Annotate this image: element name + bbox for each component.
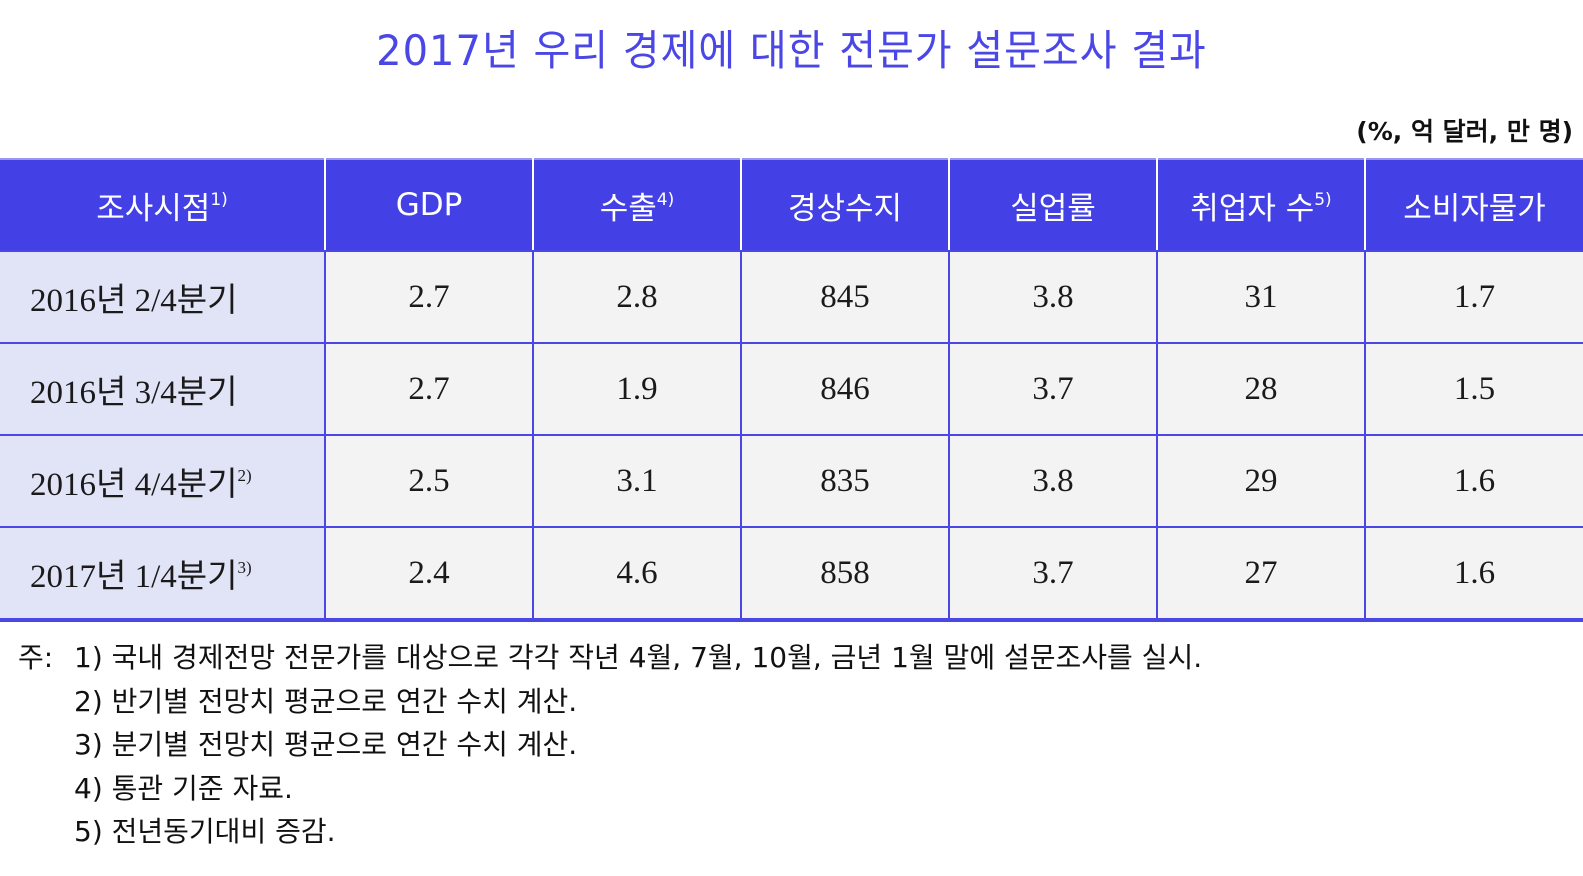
footnote-text: 4) 통관 기준 자료. (74, 771, 293, 805)
header-label: 취업자 수 (1190, 190, 1315, 227)
header-label: 경상수지 (787, 190, 903, 227)
cpi-cell: 1.5 (1364, 342, 1583, 436)
header-label: GDP (395, 187, 463, 223)
period-cell: 2017년 1/4분기3) (0, 526, 326, 622)
header-row: 조사시점1) GDP 수출4) 경상수지 실업률 취업자 수5) 소비자물가 (0, 158, 1583, 252)
header-current-account: 경상수지 (740, 158, 950, 252)
exports-cell: 3.1 (532, 434, 742, 528)
table-row: 2016년 4/4분기2) 2.5 3.1 835 3.8 29 1.6 (0, 434, 1583, 528)
footnote-text: 1) 국내 경제전망 전문가를 대상으로 각각 작년 4월, 7월, 10월, … (74, 641, 1203, 674)
header-gdp: GDP (324, 158, 534, 252)
period-cell: 2016년 2/4분기 (0, 250, 326, 344)
employed-cell: 29 (1156, 434, 1366, 528)
footnote-text: 2) 반기별 전망치 평균으로 연간 수치 계산. (74, 684, 578, 718)
unemployment-cell: 3.7 (948, 342, 1158, 436)
gdp-cell: 2.7 (324, 250, 534, 344)
header-label: 수출 (599, 190, 657, 227)
period-text: 2017년 1/4분기 (30, 559, 238, 595)
footnote-text: 3) 분기별 전망치 평균으로 연간 수치 계산. (74, 728, 578, 761)
footnote-4: 4) 통관 기준 자료. (18, 767, 1202, 811)
unemployment-cell: 3.8 (948, 434, 1158, 528)
current-account-cell: 858 (740, 526, 950, 622)
footnotes: 주: 1) 국내 경제전망 전문가를 대상으로 각각 작년 4월, 7월, 10월… (18, 636, 1202, 854)
header-employed: 취업자 수5) (1156, 158, 1366, 252)
period-text: 2016년 4/4분기 (30, 467, 238, 503)
employed-cell: 28 (1156, 342, 1366, 436)
period-text: 2016년 3/4분기 (30, 375, 238, 411)
current-account-cell: 835 (740, 434, 950, 528)
table-row: 2017년 1/4분기3) 2.4 4.6 858 3.7 27 1.6 (0, 526, 1583, 622)
header-survey-period: 조사시점1) (0, 158, 326, 252)
survey-results-table: 조사시점1) GDP 수출4) 경상수지 실업률 취업자 수5) 소비자물가 2… (0, 158, 1583, 622)
header-exports: 수출4) (532, 158, 742, 252)
gdp-cell: 2.4 (324, 526, 534, 622)
footnote-marker: 3) (237, 558, 252, 577)
footnote-2: 2) 반기별 전망치 평균으로 연간 수치 계산. (18, 680, 1202, 724)
unemployment-cell: 3.7 (948, 526, 1158, 622)
footnote-marker: 1) (210, 189, 228, 210)
footnote-text: 5) 전년동기대비 증감. (74, 815, 336, 848)
header-label: 조사시점 (96, 190, 211, 227)
employed-cell: 27 (1156, 526, 1366, 622)
footnote-marker: 5) (1314, 189, 1332, 210)
footnote-prefix: 주: (18, 641, 54, 674)
header-cpi: 소비자물가 (1364, 158, 1583, 252)
current-account-cell: 845 (740, 250, 950, 344)
cpi-cell: 1.6 (1364, 434, 1583, 528)
gdp-cell: 2.7 (324, 342, 534, 436)
footnote-3: 3) 분기별 전망치 평균으로 연간 수치 계산. (18, 723, 1202, 767)
employed-cell: 31 (1156, 250, 1366, 344)
exports-cell: 4.6 (532, 526, 742, 622)
footnote-5: 5) 전년동기대비 증감. (18, 810, 1202, 854)
cpi-cell: 1.6 (1364, 526, 1583, 622)
footnote-1: 주: 1) 국내 경제전망 전문가를 대상으로 각각 작년 4월, 7월, 10월… (18, 636, 1202, 680)
header-unemployment: 실업률 (948, 158, 1158, 252)
units-label: (%, 억 달러, 만 명) (1356, 117, 1573, 146)
current-account-cell: 846 (740, 342, 950, 436)
table-row: 2016년 2/4분기 2.7 2.8 845 3.8 31 1.7 (0, 250, 1583, 344)
header-label: 실업률 (1010, 190, 1096, 227)
gdp-cell: 2.5 (324, 434, 534, 528)
period-text: 2016년 2/4분기 (30, 283, 238, 319)
period-cell: 2016년 4/4분기2) (0, 434, 326, 528)
footnote-marker: 2) (237, 466, 252, 485)
header-label: 소비자물가 (1403, 190, 1546, 227)
period-cell: 2016년 3/4분기 (0, 342, 326, 436)
exports-cell: 1.9 (532, 342, 742, 436)
page-title: 2017년 우리 경제에 대한 전문가 설문조사 결과 (376, 27, 1207, 76)
footnote-marker: 4) (656, 189, 675, 210)
table-row: 2016년 3/4분기 2.7 1.9 846 3.7 28 1.5 (0, 342, 1583, 436)
exports-cell: 2.8 (532, 250, 742, 344)
cpi-cell: 1.7 (1364, 250, 1583, 344)
unemployment-cell: 3.8 (948, 250, 1158, 344)
